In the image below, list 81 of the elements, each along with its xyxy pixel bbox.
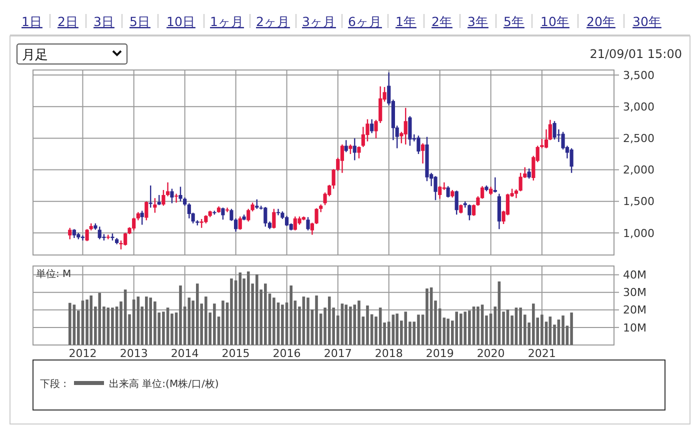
bar <box>81 300 84 345</box>
bar <box>392 314 395 345</box>
candlestick <box>225 208 230 212</box>
bar <box>272 298 276 345</box>
bar <box>188 298 191 345</box>
bar <box>344 304 348 345</box>
x-tick-label: 2014 <box>170 347 199 360</box>
y-tick-label: 1,000 <box>623 226 654 240</box>
text: 10年 <box>540 14 570 29</box>
bar <box>255 274 258 345</box>
y-tick-label: 1,500 <box>623 195 654 208</box>
x-tick-label: 2021 <box>528 347 556 360</box>
candlestick <box>80 235 85 240</box>
text: 3年 <box>468 14 488 29</box>
x-tick-label: 2019 <box>426 347 454 360</box>
y-tick-label: 3,500 <box>623 68 654 82</box>
bar <box>476 306 480 345</box>
text: 20年 <box>586 14 616 29</box>
y-tick-label: 3,000 <box>623 100 654 114</box>
candlestick <box>166 182 170 196</box>
y-tick-label: 30M <box>623 286 646 300</box>
bar <box>86 300 88 345</box>
text: 1日 <box>22 14 42 29</box>
candlestick <box>421 143 425 164</box>
y-tick-label: 2,000 <box>623 164 654 177</box>
y-tick-label: 2,500 <box>623 132 654 146</box>
x-tick-label: 2020 <box>476 347 505 360</box>
x-tick-label: 2018 <box>374 347 403 360</box>
y-axis-title: 単位: M <box>36 268 72 280</box>
x-tick-label: 2017 <box>324 347 352 360</box>
text: 1ヶ月 <box>210 14 244 29</box>
bar <box>72 304 76 345</box>
bar <box>68 302 72 345</box>
text: 5日 <box>130 14 150 29</box>
bar <box>290 285 292 345</box>
bar <box>246 271 250 345</box>
text: 2ヶ月 <box>256 14 290 29</box>
text: 6ヶ月 <box>348 14 382 29</box>
x-tick-label: 2013 <box>120 347 148 360</box>
bar <box>238 272 242 345</box>
bar <box>106 308 110 345</box>
text: 30年 <box>632 14 662 29</box>
bar <box>562 316 564 345</box>
bar <box>179 285 182 345</box>
legend-label: 出来高 単位:(M株/口/枚) <box>109 378 219 390</box>
legend-title: 下段 : <box>40 378 67 390</box>
text: 10日 <box>166 14 196 29</box>
text: 3ヶ月 <box>302 14 336 29</box>
bar <box>315 295 318 345</box>
text: 2日 <box>58 14 78 29</box>
y-tick-label: 20M <box>623 304 646 317</box>
candlestick <box>174 194 178 203</box>
bar <box>353 304 356 345</box>
bar <box>480 304 484 345</box>
bar <box>281 304 284 345</box>
x-tick-label: 2012 <box>68 347 97 360</box>
bar <box>328 296 331 345</box>
x-tick-label: 2016 <box>272 347 301 360</box>
bar <box>230 278 233 345</box>
text: 5年 <box>504 14 524 29</box>
bar <box>306 298 310 345</box>
bar <box>404 312 408 345</box>
bar <box>222 300 224 345</box>
bar <box>426 288 428 345</box>
bar <box>570 312 573 345</box>
x-tick-label: 2015 <box>222 347 250 360</box>
candlestick <box>514 189 518 198</box>
y-tick-label: 10M <box>623 321 646 334</box>
bar <box>396 314 399 345</box>
bar <box>196 284 199 345</box>
bar <box>366 306 369 345</box>
text: 3日 <box>94 14 114 29</box>
y-tick-label: 40M <box>623 268 646 282</box>
text: 2年 <box>432 14 452 29</box>
bar <box>98 292 102 345</box>
chart-subtitle: 21/09/01 15:00 <box>590 47 682 61</box>
chart-title: 月足 <box>22 48 48 63</box>
candlestick <box>276 208 280 216</box>
bar <box>464 312 467 345</box>
text: 1年 <box>396 14 416 29</box>
bar <box>442 318 446 345</box>
